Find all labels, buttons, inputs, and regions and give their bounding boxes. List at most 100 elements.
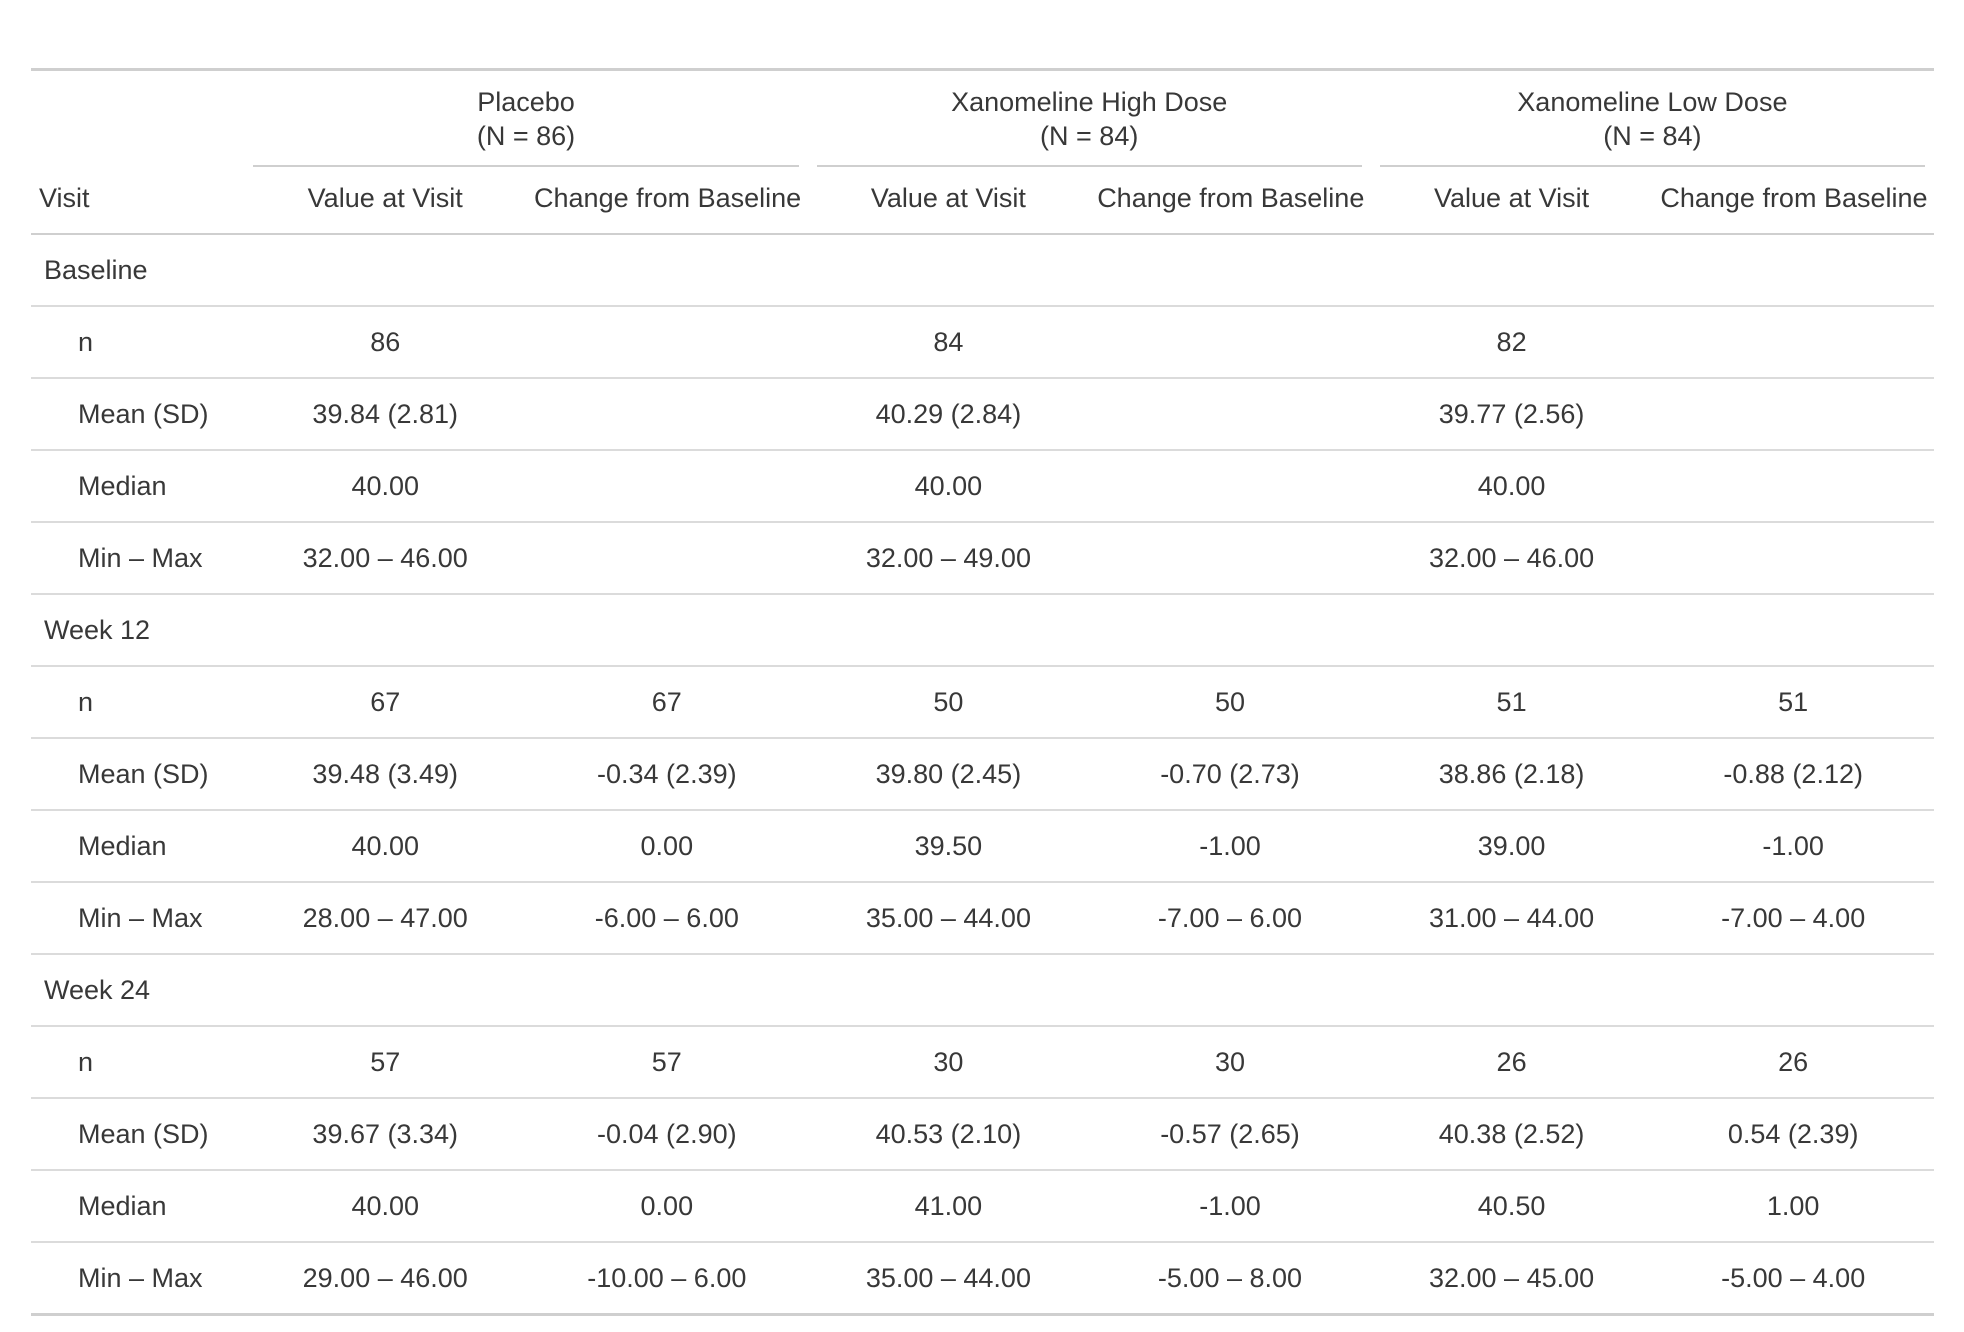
row-label: Median bbox=[31, 449, 245, 522]
cell-value: 32.00 – 45.00 bbox=[1370, 1241, 1653, 1315]
spanner-row: Placebo (N = 86) Xanomeline High Dose (N… bbox=[31, 70, 1934, 168]
cell-value: 32.00 – 46.00 bbox=[1370, 521, 1653, 594]
group-title: Xanomeline Low Dose bbox=[1517, 87, 1788, 117]
column-header-change: Change from Baseline bbox=[526, 167, 808, 235]
cell-value: 51 bbox=[1370, 665, 1653, 738]
cell-value: 82 bbox=[1370, 305, 1653, 378]
cell-value: -5.00 – 8.00 bbox=[1089, 1241, 1371, 1315]
table-body: Baseline n 86 84 82 Mean (SD) 39.84 (2.8… bbox=[31, 233, 1934, 1315]
cell-value: -0.04 (2.90) bbox=[526, 1097, 808, 1170]
cell-value: 39.50 bbox=[807, 809, 1090, 882]
cell-value: 41.00 bbox=[807, 1169, 1090, 1242]
cell-value: -1.00 bbox=[1089, 809, 1371, 882]
section-header-row: Baseline bbox=[31, 233, 1934, 306]
section-label: Baseline bbox=[31, 233, 1934, 306]
cell-value bbox=[1089, 521, 1371, 594]
row-label: n bbox=[31, 1025, 245, 1098]
cell-value: 40.53 (2.10) bbox=[807, 1097, 1090, 1170]
cell-value: -0.70 (2.73) bbox=[1089, 737, 1371, 810]
visit-summary-table: Placebo (N = 86) Xanomeline High Dose (N… bbox=[31, 68, 1934, 1316]
column-header-value: Value at Visit bbox=[807, 167, 1090, 235]
spanner-spacer bbox=[31, 70, 244, 168]
cell-value: 84 bbox=[807, 305, 1090, 378]
cell-value: -10.00 – 6.00 bbox=[526, 1241, 808, 1315]
column-header-value: Value at Visit bbox=[244, 167, 527, 235]
table-row: Min – Max 32.00 – 46.00 32.00 – 49.00 32… bbox=[31, 521, 1934, 594]
table-row: Median 40.00 0.00 39.50 -1.00 39.00 -1.0… bbox=[31, 809, 1934, 882]
group-title: Placebo bbox=[477, 87, 575, 117]
table-row: Mean (SD) 39.84 (2.81) 40.29 (2.84) 39.7… bbox=[31, 377, 1934, 450]
row-label: Median bbox=[31, 809, 245, 882]
table-row: Median 40.00 40.00 40.00 bbox=[31, 449, 1934, 522]
cell-value: 30 bbox=[1089, 1025, 1371, 1098]
cell-value: -1.00 bbox=[1089, 1169, 1371, 1242]
cell-value: 40.00 bbox=[1370, 449, 1653, 522]
cell-value: 40.29 (2.84) bbox=[807, 377, 1090, 450]
row-label: Min – Max bbox=[31, 1241, 245, 1315]
cell-value: 39.84 (2.81) bbox=[244, 377, 527, 450]
cell-value: 38.86 (2.18) bbox=[1370, 737, 1653, 810]
visit-column-header: Visit bbox=[31, 167, 245, 235]
cell-value: 32.00 – 49.00 bbox=[807, 521, 1090, 594]
cell-value: 57 bbox=[526, 1025, 808, 1098]
row-label: Mean (SD) bbox=[31, 1097, 245, 1170]
cell-value bbox=[1652, 521, 1934, 594]
cell-value bbox=[1089, 449, 1371, 522]
table-row: Mean (SD) 39.48 (3.49) -0.34 (2.39) 39.8… bbox=[31, 737, 1934, 810]
cell-value: 39.48 (3.49) bbox=[244, 737, 527, 810]
table-row: Median 40.00 0.00 41.00 -1.00 40.50 1.00 bbox=[31, 1169, 1934, 1242]
cell-value: -7.00 – 6.00 bbox=[1089, 881, 1371, 954]
cell-value: 26 bbox=[1370, 1025, 1653, 1098]
cell-value: -0.88 (2.12) bbox=[1652, 737, 1934, 810]
cell-value: -5.00 – 4.00 bbox=[1652, 1241, 1934, 1315]
cell-value bbox=[526, 521, 808, 594]
cell-value: 39.77 (2.56) bbox=[1370, 377, 1653, 450]
row-label: Mean (SD) bbox=[31, 737, 245, 810]
summary-table-container: Placebo (N = 86) Xanomeline High Dose (N… bbox=[31, 68, 1934, 1316]
cell-value: 28.00 – 47.00 bbox=[244, 881, 527, 954]
cell-value: 51 bbox=[1652, 665, 1934, 738]
section-header-row: Week 24 bbox=[31, 953, 1934, 1026]
section-label: Week 12 bbox=[31, 593, 1934, 666]
column-header-change: Change from Baseline bbox=[1089, 167, 1371, 235]
cell-value: 0.00 bbox=[526, 1169, 808, 1242]
group-xan-low: Xanomeline Low Dose (N = 84) bbox=[1371, 70, 1934, 167]
cell-value: 39.00 bbox=[1370, 809, 1653, 882]
cell-value: 57 bbox=[244, 1025, 527, 1098]
cell-value: 50 bbox=[807, 665, 1090, 738]
table-row: n 86 84 82 bbox=[31, 305, 1934, 378]
cell-value: 32.00 – 46.00 bbox=[244, 521, 527, 594]
section-header-row: Week 12 bbox=[31, 593, 1934, 666]
cell-value: 40.50 bbox=[1370, 1169, 1653, 1242]
cell-value bbox=[1089, 305, 1371, 378]
column-header-value: Value at Visit bbox=[1370, 167, 1653, 235]
cell-value: 40.00 bbox=[244, 1169, 527, 1242]
group-xan-high: Xanomeline High Dose (N = 84) bbox=[808, 70, 1371, 167]
cell-value bbox=[1089, 377, 1371, 450]
cell-value: 67 bbox=[526, 665, 808, 738]
cell-value: 35.00 – 44.00 bbox=[807, 1241, 1090, 1315]
group-header-xan-low: Xanomeline Low Dose (N = 84) bbox=[1379, 71, 1925, 167]
cell-value: 39.67 (3.34) bbox=[244, 1097, 527, 1170]
cell-value: 40.00 bbox=[807, 449, 1090, 522]
cell-value bbox=[526, 449, 808, 522]
cell-value: -0.34 (2.39) bbox=[526, 737, 808, 810]
cell-value: 67 bbox=[244, 665, 527, 738]
cell-value bbox=[526, 377, 808, 450]
cell-value: 30 bbox=[807, 1025, 1090, 1098]
row-label: Mean (SD) bbox=[31, 377, 245, 450]
cell-value: 29.00 – 46.00 bbox=[244, 1241, 527, 1315]
cell-value: -0.57 (2.65) bbox=[1089, 1097, 1371, 1170]
group-n: (N = 84) bbox=[1040, 121, 1139, 151]
cell-value: -6.00 – 6.00 bbox=[526, 881, 808, 954]
cell-value bbox=[1652, 449, 1934, 522]
cell-value: -7.00 – 4.00 bbox=[1652, 881, 1934, 954]
table-row: Mean (SD) 39.67 (3.34) -0.04 (2.90) 40.5… bbox=[31, 1097, 1934, 1170]
cell-value: 26 bbox=[1652, 1025, 1934, 1098]
cell-value: 35.00 – 44.00 bbox=[807, 881, 1090, 954]
cell-value: 1.00 bbox=[1652, 1169, 1934, 1242]
group-title: Xanomeline High Dose bbox=[951, 87, 1228, 117]
cell-value: 50 bbox=[1089, 665, 1371, 738]
group-placebo: Placebo (N = 86) bbox=[244, 70, 807, 167]
